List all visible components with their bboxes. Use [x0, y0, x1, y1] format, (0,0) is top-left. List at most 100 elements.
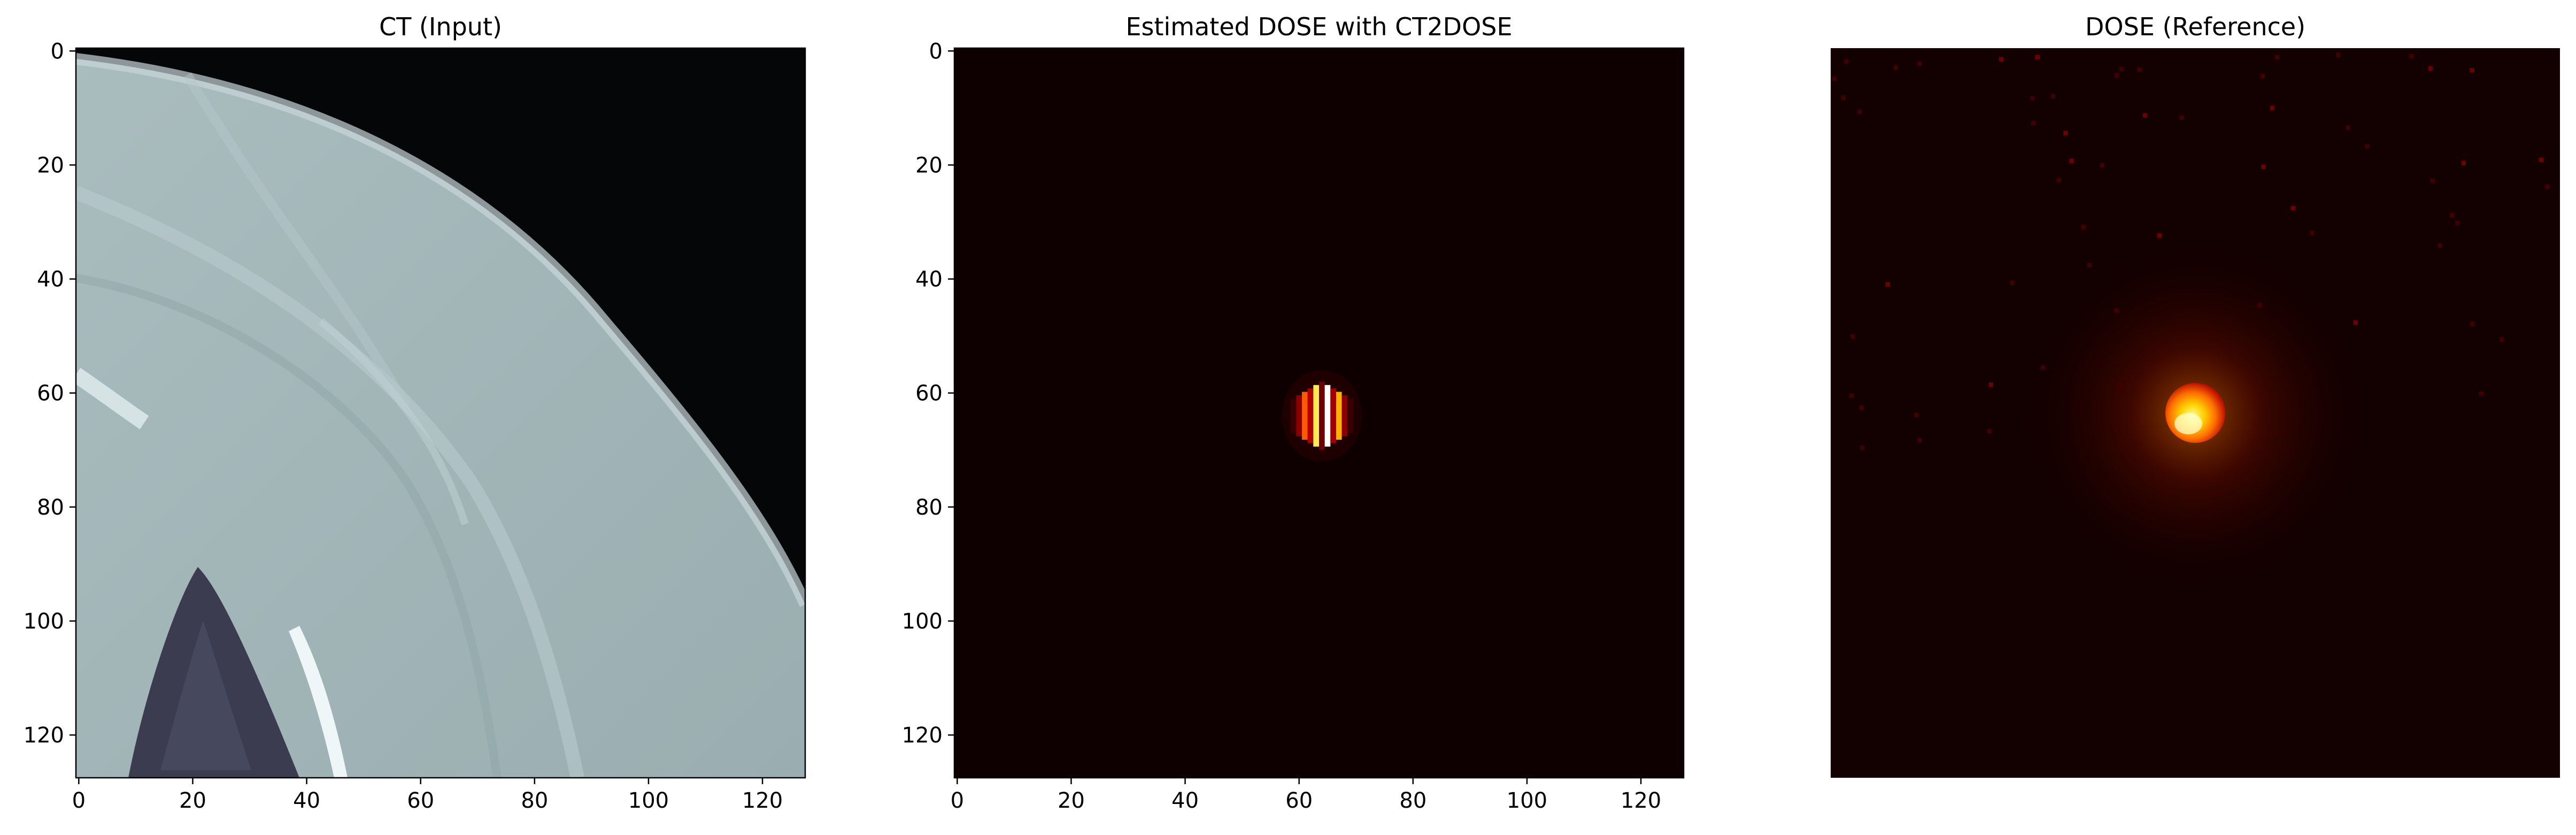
dose-speckle: [2031, 120, 2036, 126]
x-tick-label: 40: [1171, 788, 1199, 813]
dose-speckle: [1844, 59, 1849, 64]
dose-speckle: [1860, 445, 1865, 450]
dose-stripe: [1341, 395, 1348, 436]
x-tick-label: 0: [951, 788, 964, 813]
dose-speckle: [2050, 94, 2056, 98]
x-tick-label: 40: [293, 788, 320, 813]
estimated-dose-hotspot: [1282, 370, 1362, 462]
dose-speckle: [2257, 303, 2262, 308]
reference-dose-image: [1831, 48, 2560, 778]
estimated-dose-panel: Estimated DOSE with CT2DOSE 0 20 40 60 80 100…: [902, 12, 1685, 813]
dose-speckle: [2261, 164, 2266, 170]
x-tick-label: 20: [179, 788, 206, 813]
dose-speckle: [2010, 280, 2015, 285]
x-tick-label: 100: [1507, 788, 1547, 813]
x-tick-label: 60: [1285, 788, 1313, 813]
ct-axes-frame: [75, 47, 806, 779]
dose-speckle: [1859, 405, 1864, 410]
y-tick-label: 40: [915, 267, 943, 292]
dose-speckle: [2310, 231, 2315, 235]
dose-speckle: [2069, 158, 2074, 164]
dose-speckle: [1885, 282, 1890, 287]
dose-speckle: [1988, 382, 1994, 387]
y-tick-label: 20: [915, 153, 943, 178]
estimated-dose-x-axis: 0 20 40 60 80 100 120: [951, 778, 1661, 813]
dose-speckle: [2461, 160, 2466, 165]
dose-speckle: [1850, 334, 1855, 339]
dose-speckle: [2142, 113, 2148, 118]
reference-dose-speckles: [1832, 52, 2550, 450]
ct-input-panel: CT (Input) 0 20 40 60 80 100 120 0 20 40 60 80 100 1…: [24, 12, 806, 813]
dose-speckle: [2450, 213, 2455, 218]
reference-dose-panel: DOSE (Reference): [1831, 12, 2560, 778]
estimated-dose-image: [954, 48, 1684, 778]
dose-stripe: [1324, 385, 1331, 447]
dose-speckle: [1914, 412, 1919, 417]
dose-stripe: [1336, 392, 1342, 440]
dose-speckle: [1999, 57, 2004, 62]
dose-speckle: [2063, 131, 2068, 135]
dose-speckle: [2274, 55, 2279, 60]
y-tick-label: 100: [24, 609, 64, 634]
dose-speckle: [2040, 365, 2046, 370]
estimated-dose-y-axis: 0 20 40 60 80 100 120: [902, 39, 954, 748]
dose-stripe: [1302, 392, 1308, 440]
y-tick-label: 0: [51, 39, 64, 64]
dose-stripe: [1290, 399, 1297, 433]
dose-speckle: [2119, 66, 2124, 72]
dose-stripe: [1347, 399, 1353, 433]
y-tick-label: 0: [929, 39, 943, 64]
dose-speckle: [2346, 125, 2350, 130]
dose-speckle: [2115, 73, 2119, 78]
dose-speckle: [2365, 143, 2370, 149]
y-tick-label: 120: [902, 723, 943, 748]
reference-dose-title: DOSE (Reference): [2085, 12, 2305, 41]
dose-speckle: [2470, 68, 2474, 73]
dose-speckle: [1987, 428, 1992, 434]
ct-y-axis: 0 20 40 60 80 100 120: [24, 39, 76, 748]
dose-stripe: [1307, 388, 1314, 443]
x-tick-label: 80: [521, 788, 548, 813]
dose-speckle: [2353, 320, 2358, 325]
dose-stripe: [1319, 381, 1325, 450]
dose-speckle: [2499, 337, 2504, 342]
dose-speckle: [2430, 178, 2435, 183]
dose-speckle: [2470, 321, 2475, 326]
dose-speckle: [2056, 178, 2062, 183]
dose-speckle: [2260, 74, 2265, 79]
dose-speckle: [2438, 243, 2442, 248]
dose-speckle: [1849, 393, 1854, 398]
dose-speckle: [2137, 67, 2142, 72]
dose-speckle: [2118, 382, 2123, 387]
dose-speckle: [2428, 66, 2433, 71]
dose-speckle: [2114, 308, 2119, 313]
dose-speckle: [2081, 225, 2086, 229]
y-tick-label: 100: [902, 609, 943, 634]
ct-x-axis: 0 20 40 60 80 100 120: [72, 778, 783, 813]
y-tick-label: 40: [37, 267, 64, 292]
dose-speckle: [1832, 76, 1837, 81]
dose-speckle: [2087, 263, 2092, 268]
dose-speckle: [2290, 205, 2296, 211]
dose-speckle: [2539, 157, 2543, 162]
y-tick-label: 120: [24, 723, 64, 748]
y-tick-label: 20: [37, 153, 64, 178]
dose-speckle: [2100, 163, 2105, 167]
dose-speckle: [2545, 184, 2550, 189]
x-tick-label: 20: [1058, 788, 1085, 813]
y-tick-label: 80: [915, 495, 943, 520]
dose-speckle: [2455, 220, 2460, 226]
reference-dose-hotspot: [2165, 383, 2225, 443]
y-tick-label: 60: [37, 381, 64, 406]
estimated-dose-title: Estimated DOSE with CT2DOSE: [1125, 12, 1512, 41]
dose-speckle: [1841, 95, 1846, 100]
dose-speckle: [1893, 65, 1898, 70]
dose-stripe: [1330, 388, 1336, 443]
x-tick-label: 0: [72, 788, 86, 813]
dose-speckle: [2157, 233, 2162, 238]
y-tick-label: 80: [37, 495, 64, 520]
y-tick-label: 60: [915, 381, 943, 406]
x-tick-label: 80: [1399, 788, 1426, 813]
dose-speckle: [1917, 61, 1922, 66]
